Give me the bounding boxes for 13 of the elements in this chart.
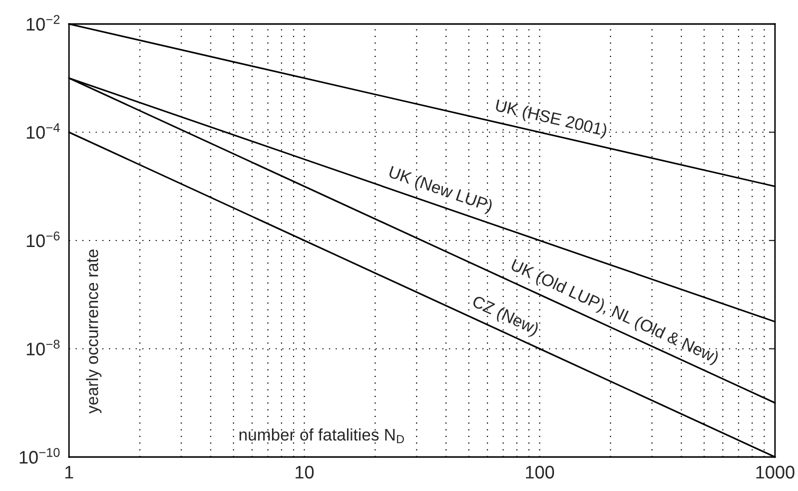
y-tick-label: 10$^{−8}$ bbox=[26, 340, 60, 356]
annotation: UK (HSE 2001) bbox=[494, 98, 608, 140]
annotation: UK (New LUP) bbox=[387, 165, 494, 216]
x-tick-label: 100 bbox=[526, 466, 554, 479]
x-tick-label: 1000 bbox=[756, 466, 794, 479]
x-tick-label: 10 bbox=[296, 466, 314, 479]
y-axis-title: yearly occurrence rate bbox=[86, 250, 102, 414]
y-tick-label: 10$^{−6}$ bbox=[26, 232, 60, 248]
y-tick-label: 10$^{−2}$ bbox=[26, 15, 60, 31]
x-tick-label: 1 bbox=[65, 466, 74, 478]
y-tick-label: 10$^{−10}$ bbox=[20, 448, 60, 464]
y-tick-label: 10$^{−4}$ bbox=[26, 123, 60, 139]
x-axis-title: number of fatalities N$_{D}$ bbox=[240, 428, 404, 444]
